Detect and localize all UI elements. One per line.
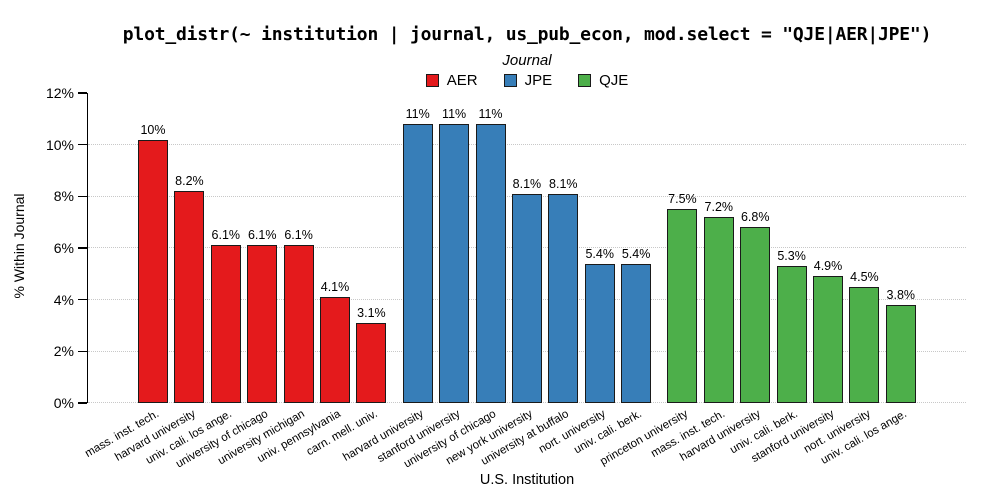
jpe-bar-5 [548, 193, 579, 403]
aer-bar-7 [356, 322, 387, 403]
bar-value-label: 6.1% [211, 228, 241, 243]
aer-bar-2 [174, 191, 205, 403]
bar-value-label: 5.4% [621, 246, 651, 261]
gridline [88, 143, 966, 145]
y-tick [77, 247, 87, 249]
qje-bar-1 [667, 209, 698, 403]
legend-entry-label: JPE [524, 72, 553, 89]
aer-bar-4 [247, 245, 278, 403]
y-tick [77, 143, 87, 146]
qje-color-swatch [578, 74, 592, 87]
y-tick-label: 8% [53, 188, 74, 205]
qje-bar-5 [813, 276, 843, 403]
jpe-bar-3 [475, 124, 506, 403]
bar-value-label: 6.8% [740, 210, 770, 225]
y-tick [77, 195, 87, 198]
bar-value-label: 10% [140, 122, 166, 137]
bar-value-label: 3.1% [357, 305, 386, 320]
bar-value-label: 11% [442, 107, 467, 121]
qje-bar-3 [740, 227, 771, 403]
jpe-bar-7 [621, 263, 652, 403]
y-tick [77, 402, 87, 404]
bar-value-label: 11% [478, 107, 503, 121]
bar-value-label: 8.2% [175, 174, 204, 189]
aer-bar-6 [320, 297, 350, 403]
qje-bar-4 [776, 266, 807, 403]
bar-value-label: 4.5% [850, 269, 879, 284]
bar-value-label: 8.1% [512, 176, 542, 191]
legend-entries: AER JPE QJE [88, 72, 966, 89]
aer-bar-3 [210, 245, 241, 403]
jpe-bar-6 [584, 263, 615, 403]
x-axis-title: U.S. Institution [479, 472, 575, 488]
jpe-color-swatch [503, 74, 517, 87]
y-tick-label: 10% [45, 136, 74, 153]
bar-value-label: 11% [405, 107, 430, 121]
bar-value-label: 7.5% [668, 192, 697, 207]
bar-value-label: 3.8% [886, 287, 916, 302]
aer-bar-5 [283, 245, 314, 403]
bar-value-label: 5.3% [777, 249, 806, 264]
bar-value-label: 6.1% [284, 228, 313, 243]
legend-entry-label: QJE [599, 72, 629, 89]
jpe-bar-4 [511, 193, 542, 403]
qje-bar-2 [703, 217, 734, 403]
y-tick-label: 0% [53, 395, 74, 411]
chart-title: plot_distr(~ institution | journal, us_p… [122, 24, 932, 45]
bar-value-label: 7.2% [704, 200, 734, 214]
bar-value-label: 4.9% [813, 259, 843, 274]
bar-value-label: 6.1% [247, 228, 277, 243]
aer-color-swatch [425, 74, 439, 87]
y-tick [77, 92, 87, 94]
qje-bar-7 [885, 304, 916, 403]
legend-title: Journal [502, 52, 552, 69]
bar-value-label: 5.4% [585, 246, 614, 261]
legend-entry-label: AER [446, 72, 478, 89]
bar-value-label: 4.1% [320, 280, 350, 295]
y-tick-label: 4% [53, 291, 74, 308]
legend-entry-jpe: JPE [503, 72, 553, 89]
jpe-bar-2 [439, 124, 470, 403]
y-axis-line [86, 93, 88, 403]
y-tick-label: 12% [45, 85, 74, 101]
bar-value-label: 8.1% [549, 176, 578, 191]
legend-entry-aer: AER [425, 72, 478, 89]
y-tick [77, 298, 87, 301]
legend-entry-qje: QJE [578, 72, 628, 89]
qje-bar-6 [849, 286, 880, 403]
y-tick-label: 2% [53, 343, 74, 360]
jpe-bar-1 [402, 124, 433, 403]
aer-bar-1 [138, 139, 168, 403]
legend: Journal AER JPE QJE [88, 52, 966, 89]
y-tick-label: 6% [53, 240, 74, 256]
y-tick [77, 350, 87, 353]
